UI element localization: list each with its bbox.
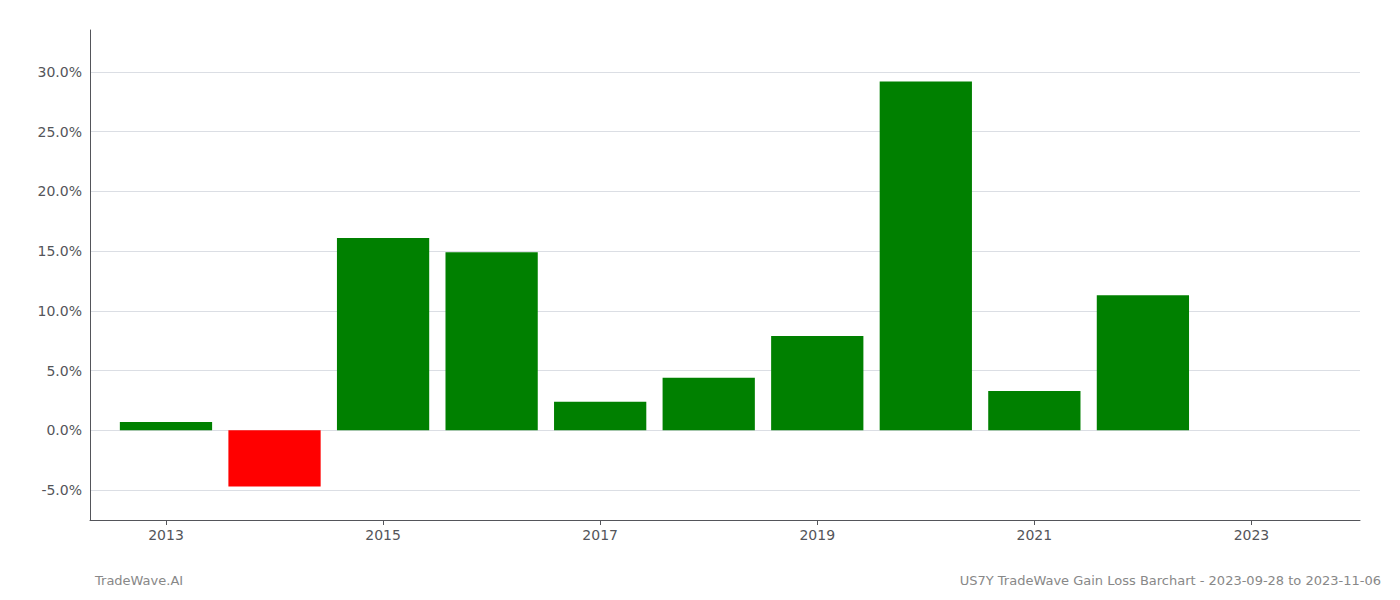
svg-text:2019: 2019 xyxy=(799,527,835,543)
svg-text:25.0%: 25.0% xyxy=(38,124,82,140)
svg-text:TradeWave.AI: TradeWave.AI xyxy=(94,573,183,588)
svg-text:10.0%: 10.0% xyxy=(38,303,82,319)
svg-text:2015: 2015 xyxy=(365,527,401,543)
svg-text:15.0%: 15.0% xyxy=(38,243,82,259)
svg-text:30.0%: 30.0% xyxy=(38,64,82,80)
svg-text:2017: 2017 xyxy=(582,527,618,543)
svg-text:0.0%: 0.0% xyxy=(46,422,82,438)
svg-text:-5.0%: -5.0% xyxy=(41,482,82,498)
svg-text:2013: 2013 xyxy=(148,527,184,543)
svg-text:20.0%: 20.0% xyxy=(38,183,82,199)
svg-text:2021: 2021 xyxy=(1017,527,1053,543)
svg-text:2023: 2023 xyxy=(1234,527,1270,543)
svg-text:5.0%: 5.0% xyxy=(46,363,82,379)
svg-text:US7Y TradeWave Gain Loss Barch: US7Y TradeWave Gain Loss Barchart - 2023… xyxy=(960,573,1381,588)
